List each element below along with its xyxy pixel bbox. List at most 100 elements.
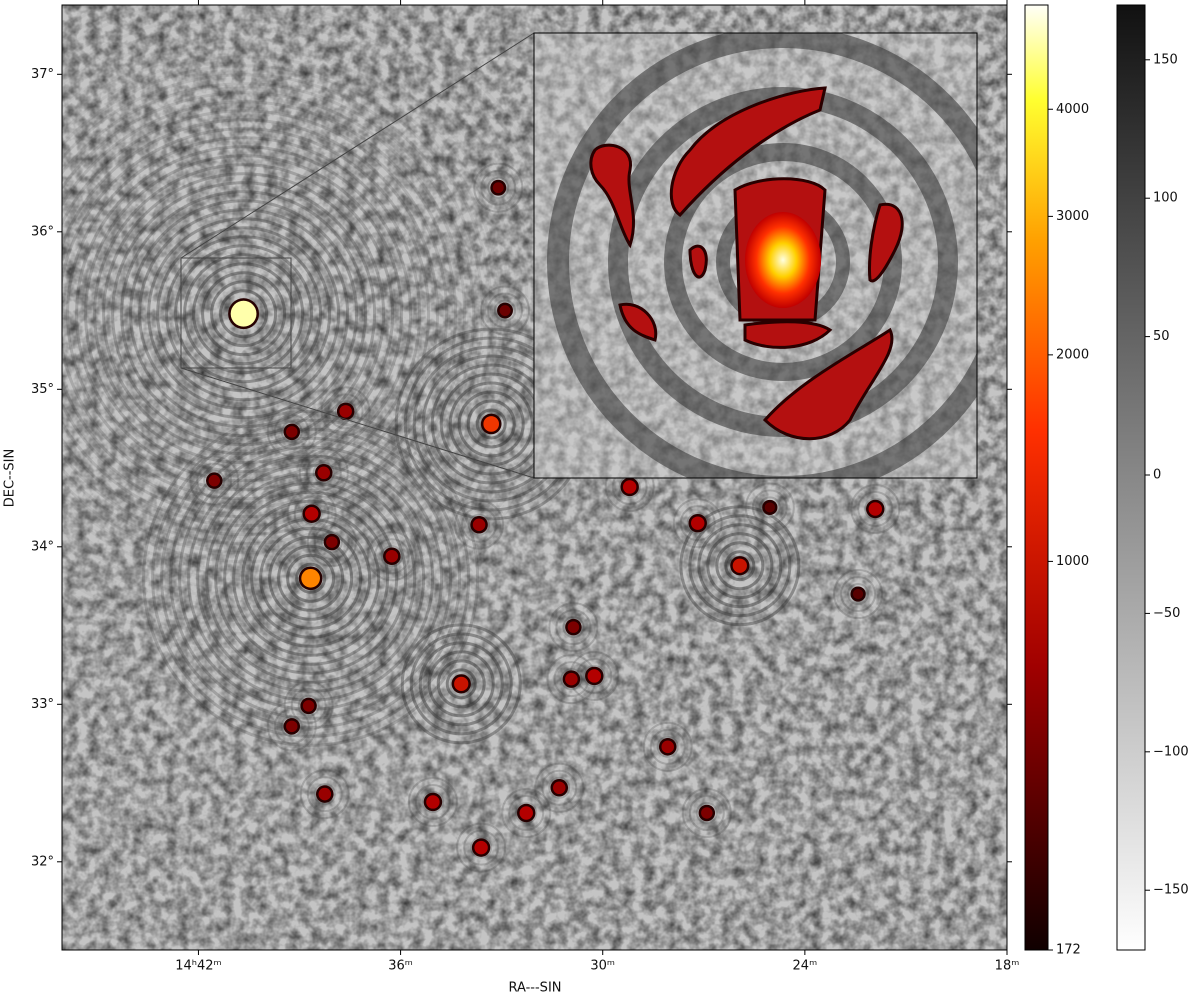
y-tick-label: 37°: [31, 67, 54, 82]
sidelobe-ring: [562, 616, 585, 639]
sidelobe-ring: [286, 488, 337, 539]
sidelobe-ring: [487, 292, 524, 329]
y-tick-label: 32°: [31, 854, 54, 869]
sidelobe-ring: [295, 562, 327, 594]
y-tick-label: 34°: [31, 539, 54, 554]
source: [690, 516, 705, 530]
sidelobe-ring: [62, 118, 440, 510]
colorbar-tick-label: 1000: [1056, 554, 1089, 569]
sidelobe-ring: [468, 513, 491, 536]
source: [868, 502, 883, 516]
sidelobe-ring: [259, 526, 363, 630]
sidelobe-ring: [414, 783, 451, 820]
sidelobe-ring: [313, 783, 336, 806]
sidelobe-ring: [418, 641, 504, 727]
sidelobe-ring: [457, 390, 525, 458]
source: [552, 781, 566, 795]
sidelobe-ring: [695, 801, 718, 824]
x-axis-label: RA---SIN: [509, 981, 562, 996]
sidelobe-ring: [494, 299, 517, 322]
sidelobe-ring: [508, 794, 545, 831]
sidelobe-ring: [84, 154, 404, 474]
sidelobe-ring: [160, 427, 462, 729]
sidelobe-ring: [480, 285, 531, 336]
source: [764, 502, 775, 513]
sidelobe-ring: [555, 609, 592, 646]
sidelobe-ring: [298, 447, 349, 498]
sidelobe-ring: [560, 668, 583, 691]
sidelobe-ring: [111, 181, 377, 447]
sidelobe-ring: [232, 499, 390, 657]
x-tick-label: 30ᵐ: [590, 959, 615, 974]
source: [339, 405, 352, 418]
sidelobe-ring: [487, 176, 510, 199]
source: [230, 300, 257, 327]
colorbar-tick-label: 150: [1153, 52, 1178, 67]
sidelobe-ring: [93, 163, 395, 465]
sidelobe-ring: [688, 794, 725, 831]
sidelobe-ring: [290, 687, 327, 724]
colorbar-tick-label: −50: [1153, 606, 1180, 621]
zoom-connector: [180, 32, 535, 259]
source: [454, 676, 469, 691]
sidelobe-ring: [266, 406, 317, 457]
colorbar-tick-label: 50: [1153, 329, 1170, 344]
sidelobe-ring: [300, 502, 323, 525]
inset: [534, 33, 977, 478]
sidelobe-ring: [196, 463, 426, 693]
colorbar-tick-label: 0: [1153, 468, 1161, 483]
sidelobe-ring: [466, 399, 516, 449]
source: [483, 416, 500, 432]
sidelobe-ring: [293, 495, 330, 532]
sidelobe-ring: [306, 776, 343, 813]
sidelobe-ring: [548, 776, 571, 799]
sidelobe-ring: [501, 787, 552, 838]
sidelobe-ring: [409, 632, 513, 736]
colorbar-hot: [1024, 4, 1049, 951]
sidelobe-ring: [138, 208, 350, 420]
sidelobe-ring: [120, 190, 368, 438]
sidelobe-ring: [534, 762, 585, 813]
sidelobe-ring: [313, 524, 350, 561]
sidelobe-ring: [744, 482, 795, 533]
sidelobe-ring: [541, 769, 578, 806]
source: [317, 466, 331, 480]
source: [852, 588, 864, 600]
colorbar-tick-label: 2000: [1056, 347, 1089, 362]
source: [519, 806, 533, 820]
sidelobe-ring: [147, 217, 341, 411]
sidelobe-ring: [436, 659, 486, 709]
source: [426, 795, 440, 809]
sidelobe-ring: [312, 461, 335, 484]
sidelobe-ring: [286, 553, 336, 603]
sidelobe-ring: [649, 728, 686, 765]
sidelobe-ring: [642, 721, 693, 772]
sidelobe-ring: [62, 91, 467, 537]
sidelobe-ring: [475, 408, 507, 440]
inset-core: [745, 212, 821, 308]
sidelobe-ring: [62, 82, 476, 546]
colorbar-tick-label: 172: [1056, 943, 1081, 958]
sidelobe-ring: [165, 235, 323, 393]
x-tick-label: 36ᵐ: [388, 959, 413, 974]
sidelobe-ring: [189, 455, 240, 506]
sidelobe-ring: [456, 822, 507, 873]
sidelobe-ring: [724, 550, 756, 582]
y-tick-label: 35°: [31, 382, 54, 397]
sidelobe-ring: [277, 544, 345, 612]
source: [661, 740, 675, 754]
sidelobe-ring: [681, 787, 732, 838]
sidelobe-ring: [201, 271, 287, 357]
sidelobe-ring: [583, 664, 606, 687]
colorbar-tick-label: −150: [1153, 883, 1189, 898]
sidelobe-ring: [334, 400, 357, 423]
sidelobe-ring: [327, 393, 364, 430]
sidelobe-ring: [758, 496, 781, 519]
zoom-connector: [180, 367, 535, 479]
y-axis-label: DEC--SIN: [3, 449, 18, 508]
sidelobe-ring: [156, 226, 332, 402]
y-tick-label: 33°: [31, 697, 54, 712]
sidelobe-ring: [214, 481, 408, 675]
sidelobe-ring: [679, 505, 716, 542]
sidelobe-ring: [515, 801, 538, 824]
